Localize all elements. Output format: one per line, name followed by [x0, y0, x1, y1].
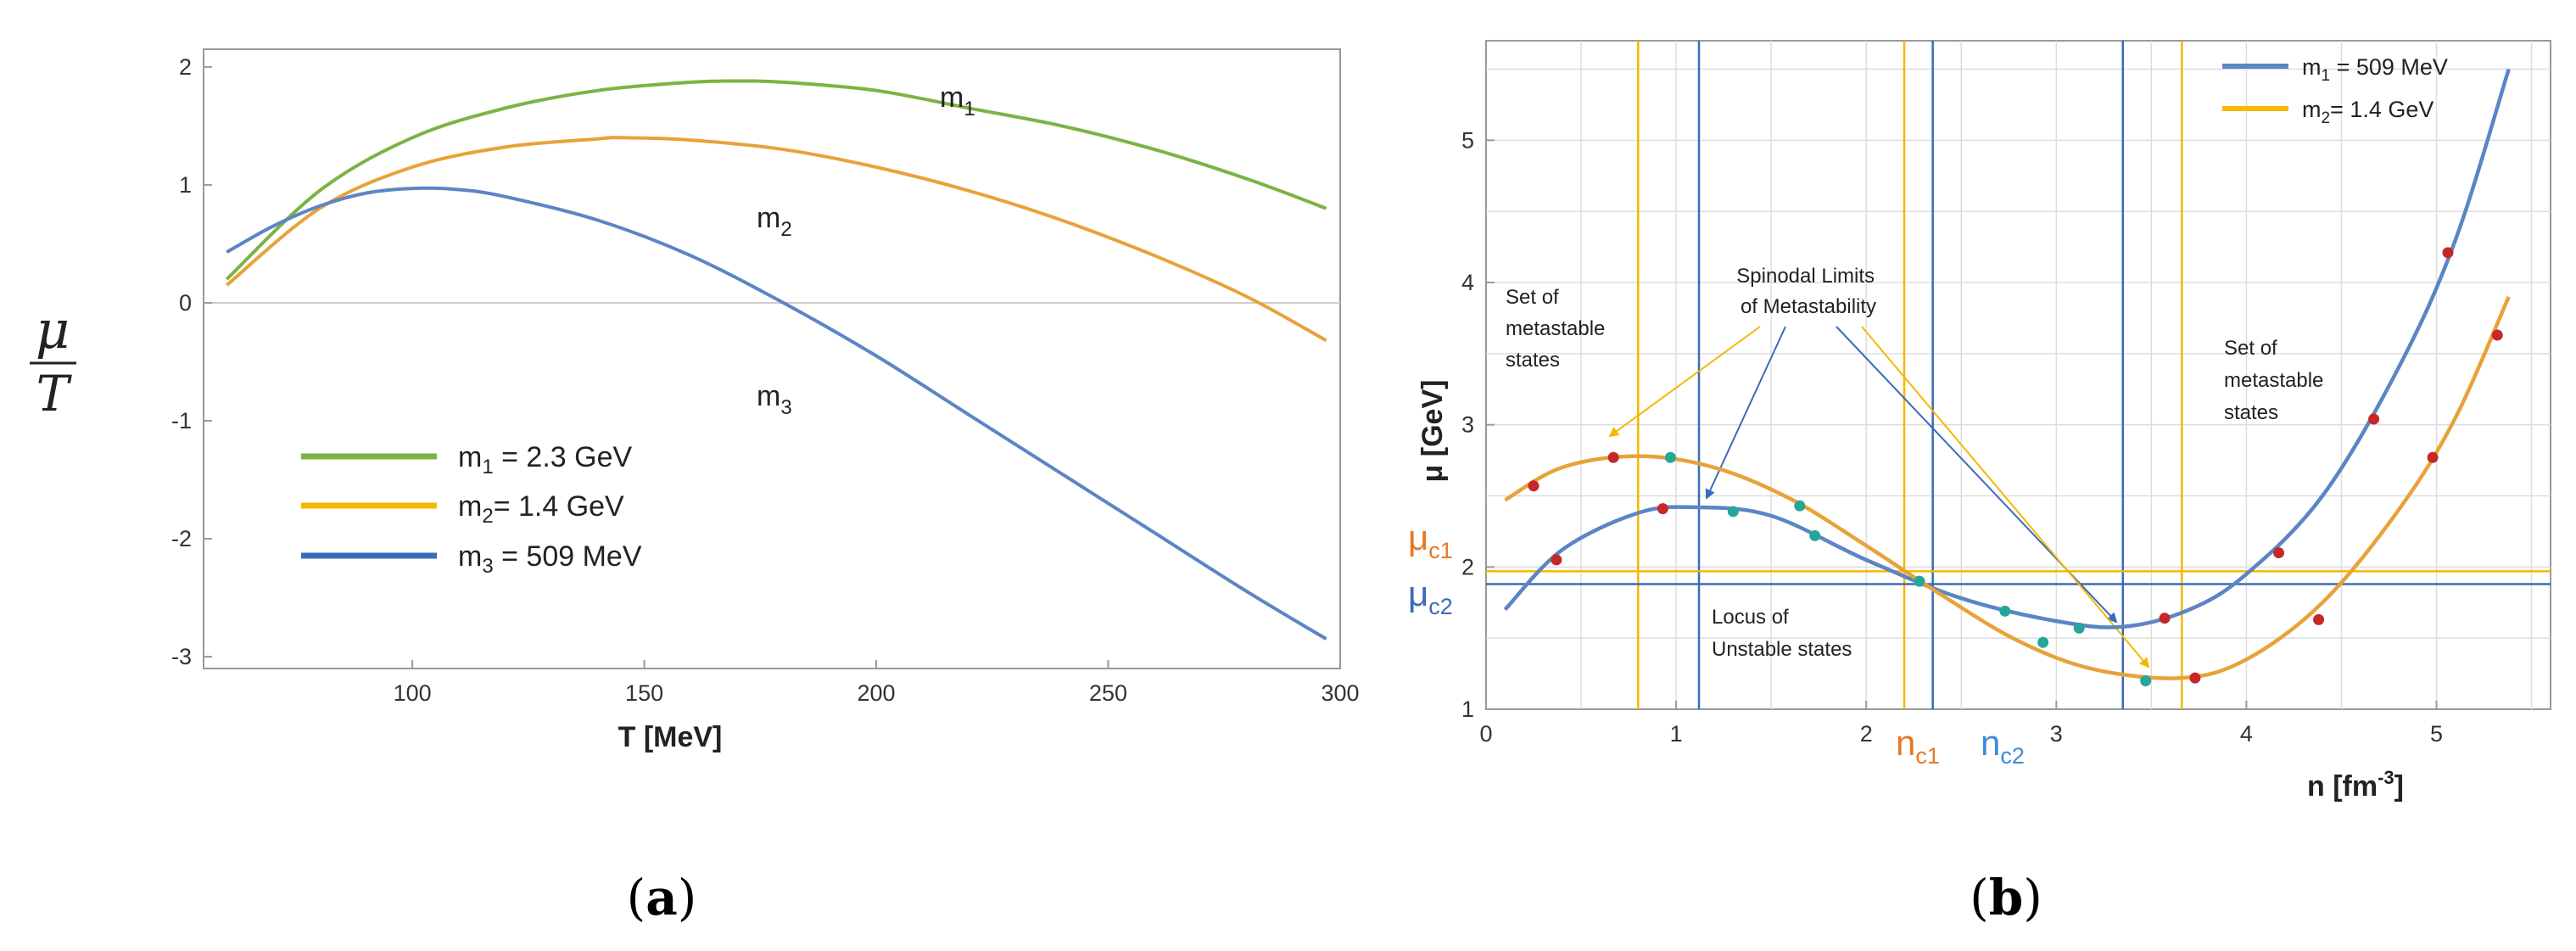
legend-item-m1: m1 = 2.3 GeV [458, 441, 633, 478]
data-point [2140, 674, 2152, 686]
set-left-annotation: Set of metastable states [1506, 286, 1611, 372]
arrow-spinodal-right-yellow [1861, 326, 2150, 668]
y-tick-label: -2 [171, 526, 192, 551]
data-point [1914, 575, 1925, 587]
data-point [2159, 613, 2171, 624]
data-point [1528, 480, 1539, 492]
legend-item-m2: m2= 1.4 GeV [2302, 97, 2434, 127]
x-tick-label: 250 [1089, 680, 1127, 706]
x-tick-label: 200 [858, 680, 896, 706]
mu-c2-label: μc2 [1408, 573, 1453, 619]
series-line-2 [226, 136, 1327, 343]
x-tick-label: 3 [2050, 721, 2063, 747]
x-tick-label: 4 [2240, 721, 2253, 747]
data-point [2073, 622, 2085, 634]
x-tick-label: 150 [625, 680, 663, 706]
x-tick-label: 1 [1670, 721, 1683, 747]
annotations: Set of metastable states Spinodal Limits… [1506, 265, 2329, 661]
data-point [2189, 672, 2201, 684]
legend: m1 = 2.3 GeV m2= 1.4 GeV m3 = 509 MeV [301, 441, 642, 578]
spinodal-annotation: Spinodal Limits of Metastability [1736, 265, 1880, 318]
data-point [1727, 506, 1739, 517]
y-tick-label: 3 [1461, 412, 1474, 438]
y-label-numerator: μ [36, 299, 70, 361]
caption-b: (b) [1970, 869, 2042, 926]
panel-a-frame [203, 48, 1341, 669]
x-tick-label: 300 [1321, 680, 1359, 706]
curve-label-m2: m2 [757, 202, 792, 241]
data-point [2427, 451, 2439, 463]
set-right-annotation: Set of metastable states [2224, 337, 2329, 424]
x-axis-label: n [fm-3] [2307, 767, 2404, 803]
y-axis-label: μ T [30, 299, 76, 422]
series-line-1 [225, 79, 1327, 281]
legend-item-m3: m3 = 509 MeV [458, 540, 642, 578]
y-tick-label: 1 [179, 172, 192, 198]
y-axis-label: μ [GeV] [1417, 380, 1449, 483]
data-point [2368, 413, 2380, 425]
data-point [2273, 547, 2285, 559]
arrow-spinodal-left-yellow [1608, 326, 1761, 438]
data-point [1794, 500, 1806, 512]
x-ticks: 0 1 2 3 4 5 [1479, 701, 2443, 747]
panel-b-frame [1485, 40, 2551, 710]
n-c1-label: nc1 [1896, 723, 1940, 769]
data-point [1999, 605, 2011, 617]
data-point [1664, 451, 1676, 463]
curves [1503, 68, 2511, 680]
y-tick-label: 1 [1461, 696, 1474, 722]
data-point [1551, 554, 1562, 566]
panel-a: 100 150 200 250 300 -3 -2 -1 0 1 2 μ T T [MeV] m1… [30, 48, 1360, 926]
grid [1486, 41, 2551, 709]
x-tick-label: 2 [1860, 721, 1873, 747]
y-tick-label: 2 [1461, 554, 1474, 579]
legend-item-m1: m1 = 509 MeV [2302, 54, 2448, 85]
legend-item-m2: m2= 1.4 GeV [458, 490, 624, 528]
series-line-3 [226, 186, 1327, 641]
y-tick-label: 4 [1461, 270, 1474, 295]
n-c2-label: nc2 [1981, 723, 2025, 769]
x-tick-label: 0 [1479, 721, 1492, 747]
mu-c1-label: μc1 [1408, 517, 1453, 563]
curve-label-m3: m3 [757, 380, 792, 419]
y-label-denominator: T [36, 365, 73, 422]
y-tick-label: 0 [179, 290, 192, 316]
x-tick-label: 100 [394, 680, 432, 706]
data-point [2037, 636, 2049, 648]
data-point [1607, 451, 1619, 463]
reference-lines [1486, 41, 2551, 709]
caption-a: (a) [627, 869, 697, 926]
y-ticks: -3 -2 -1 0 1 2 [171, 54, 212, 669]
arrow-spinodal-left-blue [1705, 326, 1786, 500]
y-tick-label: -1 [171, 408, 192, 434]
y-ticks: 1 2 3 4 5 [1461, 127, 1495, 722]
x-ticks: 100 150 200 250 300 [394, 660, 1360, 706]
markers [1528, 247, 2503, 686]
y-tick-label: 2 [179, 54, 192, 80]
legend: m1 = 509 MeV m2= 1.4 GeV [2222, 54, 2448, 127]
curve-label-m1: m1 [940, 81, 975, 120]
data-point [2313, 613, 2325, 625]
data-point [1809, 529, 1821, 541]
x-tick-label: 5 [2430, 721, 2443, 747]
data-point [2491, 329, 2503, 341]
x-axis-label: T [MeV] [618, 721, 723, 753]
data-point [1657, 503, 1668, 515]
curves [225, 79, 1327, 641]
series-line-2 [1504, 295, 2511, 680]
locus-annotation: Locus of Unstable states [1712, 606, 1852, 661]
series-line-1 [1503, 68, 2511, 629]
y-tick-label: 5 [1461, 127, 1474, 153]
y-tick-label: -3 [171, 644, 192, 669]
annotation-arrows [1608, 326, 2150, 668]
data-point [2442, 247, 2454, 259]
